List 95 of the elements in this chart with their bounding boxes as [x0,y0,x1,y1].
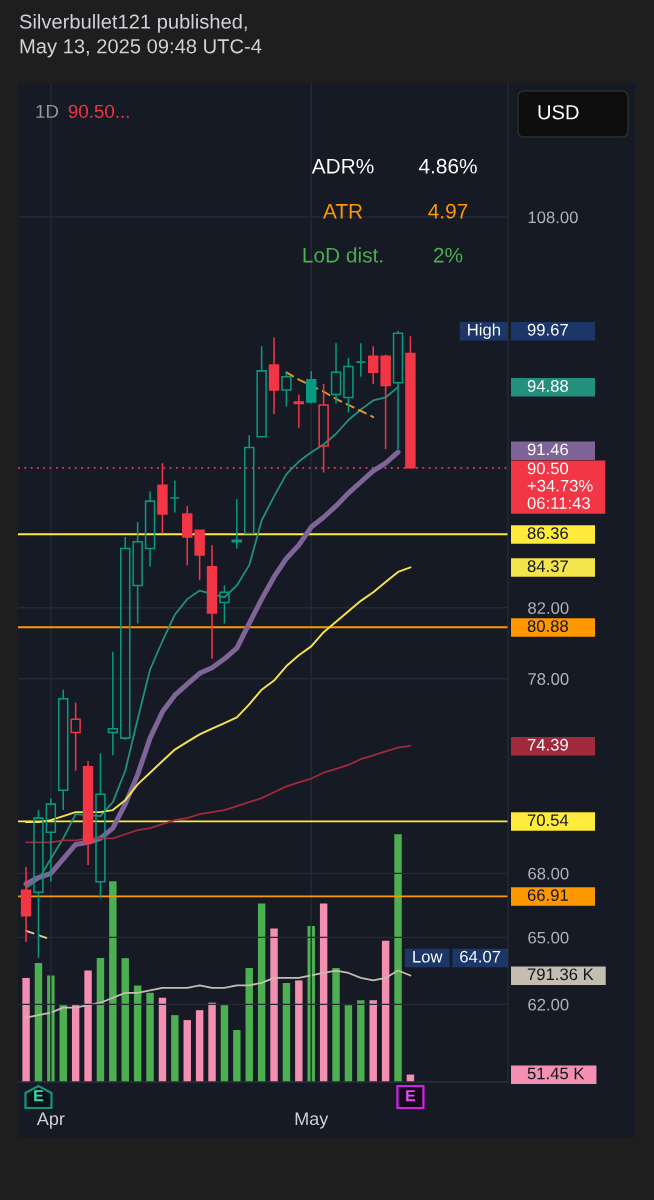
text: 2% [433,247,463,263]
bar [71,1005,80,1082]
line-series [285,371,375,418]
candlestick [380,354,391,450]
y-tick-label: 68.00 [528,867,569,880]
text: 99.67 [527,323,568,336]
bar [344,1005,353,1082]
candlestick [182,505,193,566]
text: 791.36 K [527,968,594,981]
bar [195,1010,204,1082]
candlestick [231,498,243,550]
ref-line-label: 80.88 [527,620,568,633]
y-tick-label: 108.00 [528,211,578,224]
ref-line-label: 86.36 [527,527,568,539]
bar [208,1002,216,1082]
text: 4.97 [428,203,468,219]
text: 84.37 [527,560,568,573]
candlestick [95,752,106,900]
candlestick [206,544,218,660]
candlestick [244,434,255,535]
ref-line-label: 66.91 [527,889,568,902]
candlestick [367,345,379,385]
bar [146,992,154,1082]
annotation: LoD dist. [303,247,383,263]
annotation: ATR [322,204,363,219]
text: High [468,323,500,339]
text: 64.07 [460,950,501,963]
text: E [406,1090,416,1102]
bar [59,1005,67,1082]
bar [121,958,129,1082]
ref-line-label: 70.54 [527,814,569,827]
candlestick [132,521,143,625]
bar [369,1000,377,1082]
y-tick-label: 65.00 [528,931,569,944]
candlestick [256,345,267,438]
y-tick-label: 62.00 [528,998,569,1011]
candlestick [392,330,404,450]
candlestick [355,342,367,378]
bar [357,1000,365,1082]
candlestick [219,584,230,625]
candlestick [107,650,119,757]
bar [109,881,117,1082]
bar [295,980,303,1082]
candlestick [45,797,57,883]
candlestick [82,760,94,866]
bar [394,834,402,1082]
text: 51.45 K [527,1067,585,1080]
bar [332,968,340,1082]
bar [171,1015,179,1082]
line-series [25,566,412,824]
annotation: ADR% [311,158,374,174]
y-tick-label: 82.00 [528,602,569,614]
candlestick [120,536,131,741]
text: 4.86% [418,158,477,174]
candlestick [330,342,342,405]
chart-title: Silverbullet121 published, May 13, 2025 09:48 UTC-4 [19,14,262,58]
bar [158,997,167,1082]
candlestick [281,371,292,408]
annotation: 90.50... [68,104,129,119]
bar [133,985,142,1082]
bar [233,1029,241,1082]
x-tick-label: May [295,1112,329,1129]
candlestick [33,809,44,959]
candlestick [268,336,280,415]
candlestick [58,688,69,811]
bar [245,968,253,1082]
text: USD [538,105,579,120]
candlestick [194,529,205,582]
text: 91.46 [527,443,568,456]
ref-line-label: 90.50 +34.73% 06:11:43 [527,462,593,509]
line-series [25,745,412,844]
bar [257,903,266,1082]
bar [22,977,30,1082]
annotation: Low [413,950,443,963]
bar [183,1020,191,1082]
candlestick [306,370,317,405]
text: 94.88 [527,380,568,392]
x-tick-label: Apr [36,1112,65,1129]
candlestick [343,357,354,414]
candlestick [169,479,181,514]
candlestick [144,490,156,568]
bar [381,940,390,1082]
bar [96,958,105,1082]
bar [270,928,278,1082]
bar [319,903,328,1082]
bar [84,970,92,1082]
candlestick [70,701,81,772]
text: 1D [36,104,59,118]
bar [220,1005,229,1082]
text: E [34,1090,44,1102]
candlestick [20,866,32,943]
bar [282,982,291,1082]
y-tick-label: 78.00 [528,673,569,685]
candlestick [293,393,305,429]
text: 74.39 [527,738,568,751]
